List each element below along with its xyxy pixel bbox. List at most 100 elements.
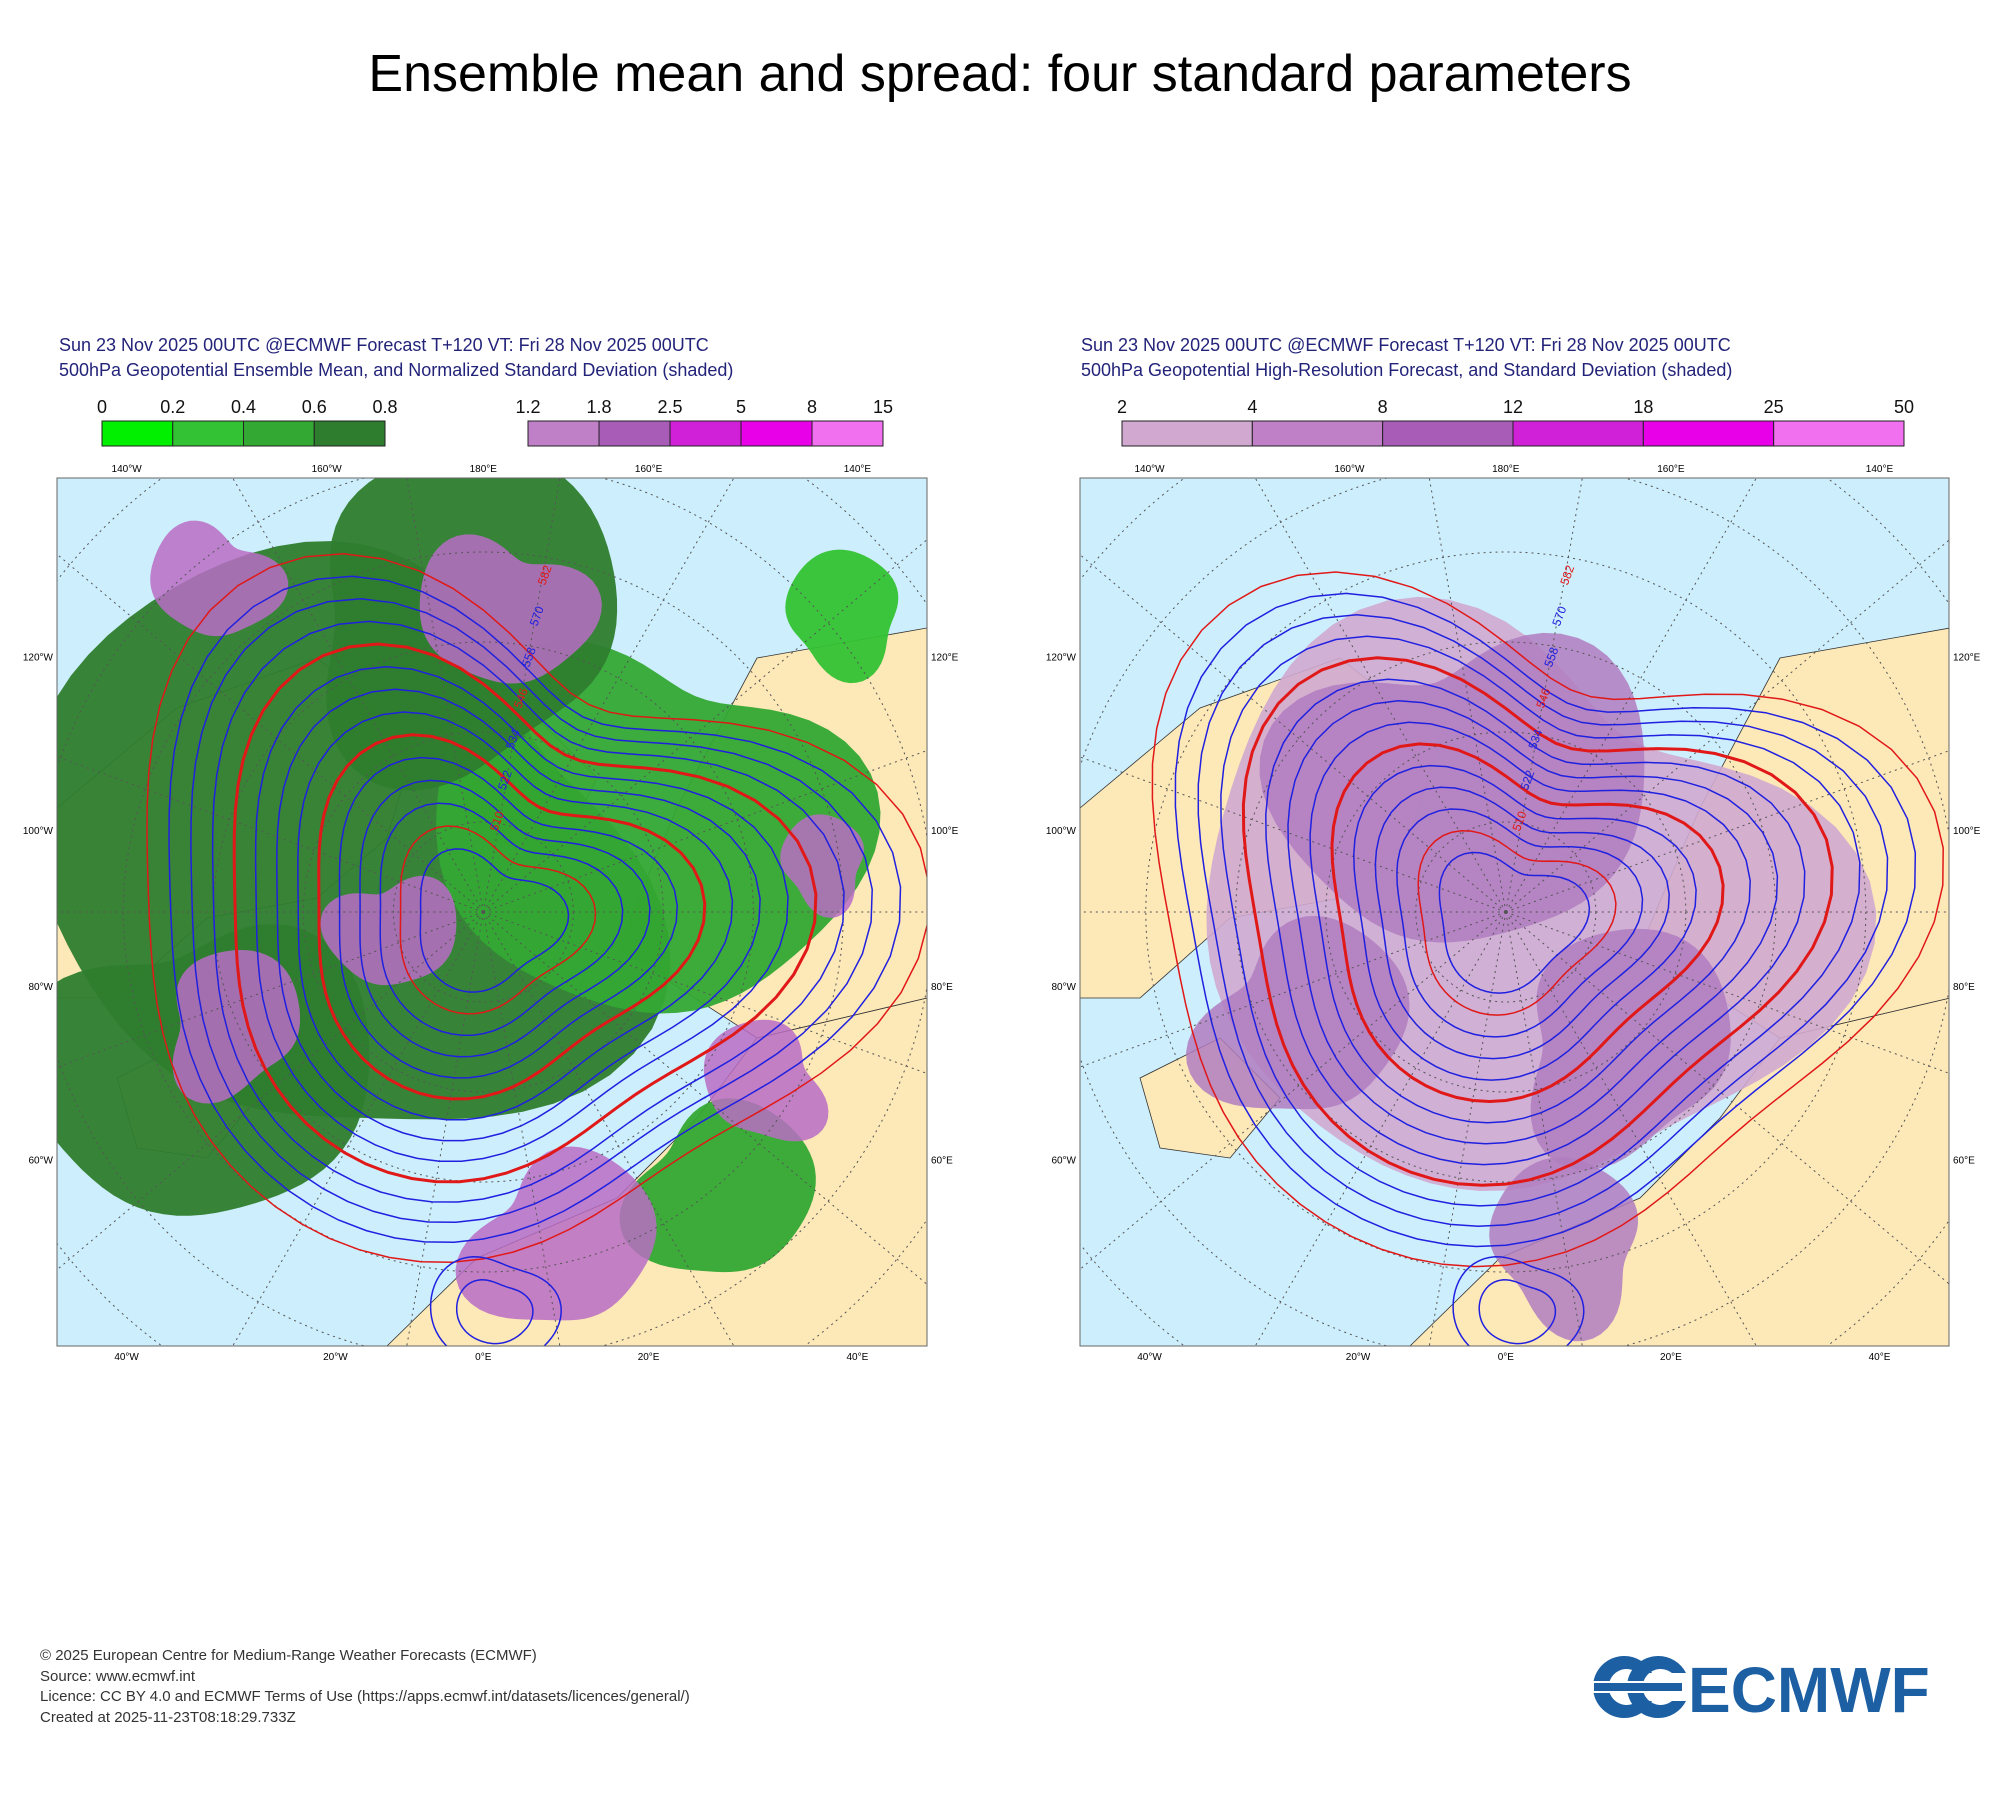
lat-label: 80°E	[1953, 982, 1975, 993]
lat-label: 60°W	[28, 1156, 53, 1167]
lon-label: 40°E	[1869, 1352, 1891, 1363]
lon-label: 140°W	[112, 464, 143, 475]
contour-blue	[455, 1279, 534, 1345]
header-line: Sun 23 Nov 2025 00UTC @ECMWF Forecast T+…	[1081, 335, 1731, 355]
colorbar-tick-label: 4	[1247, 397, 1257, 417]
contour-blue	[1374, 786, 1670, 1060]
meridian	[1505, 478, 1757, 913]
meridian	[57, 756, 484, 913]
contour-blue	[190, 598, 873, 1223]
meridian	[57, 911, 484, 1271]
spread-shading	[619, 1098, 816, 1273]
meridian	[232, 478, 484, 913]
contour-red	[317, 733, 707, 1101]
spread-shading	[455, 1146, 657, 1321]
contour-red	[1151, 571, 1944, 1268]
colorbar-tick-label: 12	[1503, 397, 1523, 417]
contour-blue	[1197, 614, 1889, 1228]
map: 582 570 558 546 534 522 510	[1080, 478, 1949, 1346]
lon-label: 40°E	[847, 1352, 869, 1363]
contour-blue	[1353, 764, 1697, 1081]
spread-shading	[1530, 928, 1731, 1170]
colorbar-tick-label: 2	[1117, 397, 1127, 417]
contour-blue	[276, 688, 761, 1142]
colorbar-swatch	[1121, 420, 1253, 447]
meridian	[1505, 539, 1949, 913]
lon-label: 140°E	[844, 464, 872, 475]
lat-label: 120°W	[23, 652, 54, 663]
footer-line: Licence: CC BY 4.0 and ECMWF Terms of Us…	[40, 1688, 690, 1705]
meridian	[482, 911, 927, 1285]
lon-label: 160°E	[1657, 464, 1685, 475]
spread-shading	[172, 950, 300, 1104]
contour-label: 546	[1533, 686, 1553, 710]
contour-blue	[1396, 808, 1644, 1038]
meridian	[1505, 911, 1757, 1346]
colorbar-swatch	[527, 420, 600, 447]
colorbar-tick-label: 8	[1378, 397, 1388, 417]
colorbar-swatch	[101, 420, 174, 447]
contour-label: 546	[511, 686, 531, 710]
meridian	[57, 911, 484, 1068]
meridian	[482, 478, 735, 913]
lon-label: 160°E	[635, 464, 663, 475]
meridian	[1505, 911, 1949, 1074]
lon-label: 0°E	[475, 1352, 492, 1363]
spread-shading	[320, 875, 457, 986]
contour-label: 510	[487, 809, 507, 833]
colorbar-tick-label: 5	[736, 397, 746, 417]
meridian	[406, 911, 484, 1346]
colorbar-tick-label: 8	[807, 397, 817, 417]
contour-red	[232, 642, 818, 1184]
lat-label: 80°E	[931, 982, 953, 993]
meridian	[1080, 756, 1506, 913]
colorbar-tick-label: 0	[97, 397, 107, 417]
lon-label: 180°E	[1492, 464, 1520, 475]
contour-blue	[419, 848, 570, 993]
meridian	[1254, 478, 1507, 913]
contour-blue	[359, 779, 651, 1058]
lat-label: 100°E	[931, 826, 959, 837]
colorbar-swatch	[1642, 420, 1775, 447]
contour-blue	[211, 620, 845, 1203]
contour-label: 534	[503, 727, 523, 751]
contour-blue	[429, 1256, 562, 1346]
spread-shading	[780, 814, 864, 918]
colorbar-swatch	[1512, 420, 1644, 447]
contour-label: 570	[1549, 604, 1569, 628]
colorbar-swatch	[243, 420, 315, 447]
contour-red	[1417, 829, 1617, 1016]
meridian	[1080, 554, 1507, 913]
lat-label: 120°W	[1046, 652, 1077, 663]
contour-blue	[168, 575, 902, 1244]
lon-label: 20°E	[1660, 1352, 1682, 1363]
contour-label: 570	[527, 604, 547, 628]
lon-label: 140°E	[1866, 464, 1894, 475]
header-line: 500hPa Geopotential Ensemble Mean, and N…	[59, 360, 734, 380]
colorbar-tick-label: 1.2	[515, 397, 540, 417]
colorbar-swatch	[811, 420, 884, 447]
meridian	[57, 553, 484, 913]
footer-line: © 2025 European Centre for Medium-Range …	[40, 1647, 537, 1664]
meridian	[1505, 911, 1583, 1346]
lon-label: 160°W	[312, 464, 343, 475]
spread-shading	[436, 640, 881, 1014]
logo-text: ECMWF	[1688, 1654, 1930, 1722]
lat-label: 100°W	[23, 826, 54, 837]
spread-shading	[419, 534, 602, 684]
header-line: 500hPa Geopotential High-Resolution Fore…	[1081, 360, 1733, 380]
meridian	[232, 911, 484, 1346]
contour-blue	[379, 802, 624, 1037]
lat-label: 100°E	[1953, 826, 1981, 837]
contour-blue	[1265, 678, 1806, 1166]
lon-label: 180°E	[470, 464, 498, 475]
spread-shading	[703, 1019, 829, 1142]
map-frame	[1079, 477, 1950, 1347]
lat-label: 80°W	[1051, 982, 1076, 993]
spread-shading	[1489, 1157, 1638, 1342]
map: 582 570 558 546 534 522 510	[57, 478, 927, 1346]
colorbar-tick-label: 0.4	[231, 397, 256, 417]
contour-label: 558	[1541, 645, 1561, 669]
ecmwf-logo: ECMWF	[1588, 1654, 1930, 1722]
